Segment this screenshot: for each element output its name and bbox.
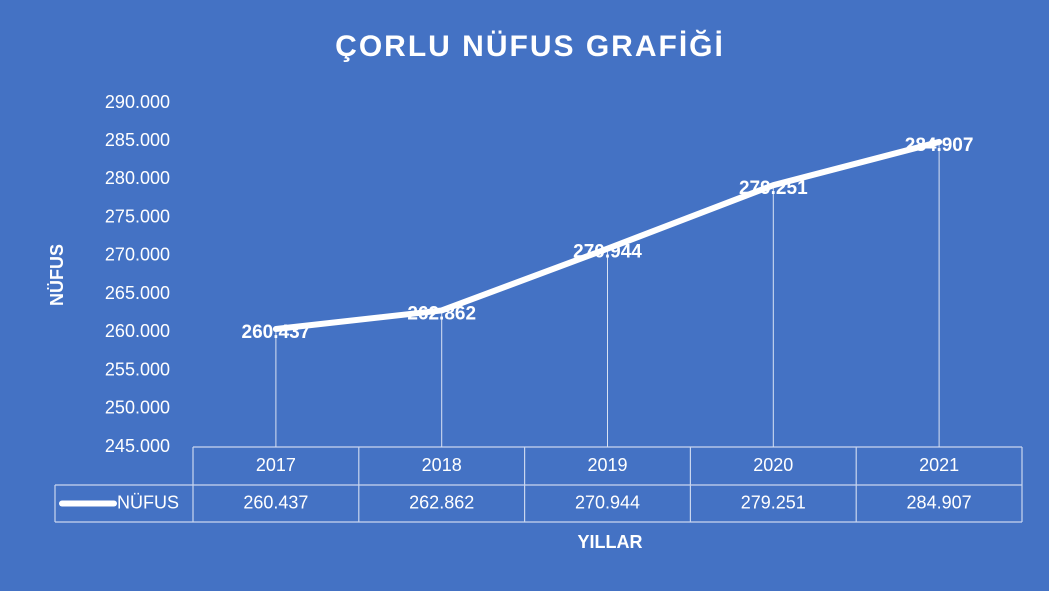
table-value: 279.251 [741, 492, 806, 512]
x-axis-label: YILLAR [578, 532, 643, 552]
data-label: 284.907 [905, 135, 974, 156]
table-value: 270.944 [575, 492, 640, 512]
y-tick-label: 290.000 [105, 92, 170, 112]
data-label: 262.862 [407, 303, 476, 324]
y-tick-label: 275.000 [105, 206, 170, 226]
x-tick-label: 2020 [753, 455, 793, 475]
y-tick-label: 245.000 [105, 436, 170, 456]
y-tick-label: 280.000 [105, 168, 170, 188]
y-axis-label: NÜFUS [47, 244, 67, 306]
y-tick-label: 285.000 [105, 130, 170, 150]
y-tick-label: 250.000 [105, 398, 170, 418]
y-tick-label: 255.000 [105, 359, 170, 379]
data-label: 279.251 [739, 178, 808, 199]
x-tick-label: 2018 [422, 455, 462, 475]
x-tick-label: 2019 [587, 455, 627, 475]
chart-title: ÇORLU NÜFUS GRAFİĞİ [335, 29, 725, 63]
y-tick-label: 260.000 [105, 321, 170, 341]
table-value: 260.437 [243, 492, 308, 512]
y-tick-label: 265.000 [105, 283, 170, 303]
x-tick-label: 2017 [256, 455, 296, 475]
line-series [272, 138, 943, 332]
data-label: 260.437 [242, 322, 311, 343]
table-value: 284.907 [907, 492, 972, 512]
table-value: 262.862 [409, 492, 474, 512]
data-label: 270.944 [573, 242, 642, 263]
x-tick-label: 2021 [919, 455, 959, 475]
y-tick-label: 270.000 [105, 245, 170, 265]
legend-label: NÜFUS [117, 492, 179, 512]
